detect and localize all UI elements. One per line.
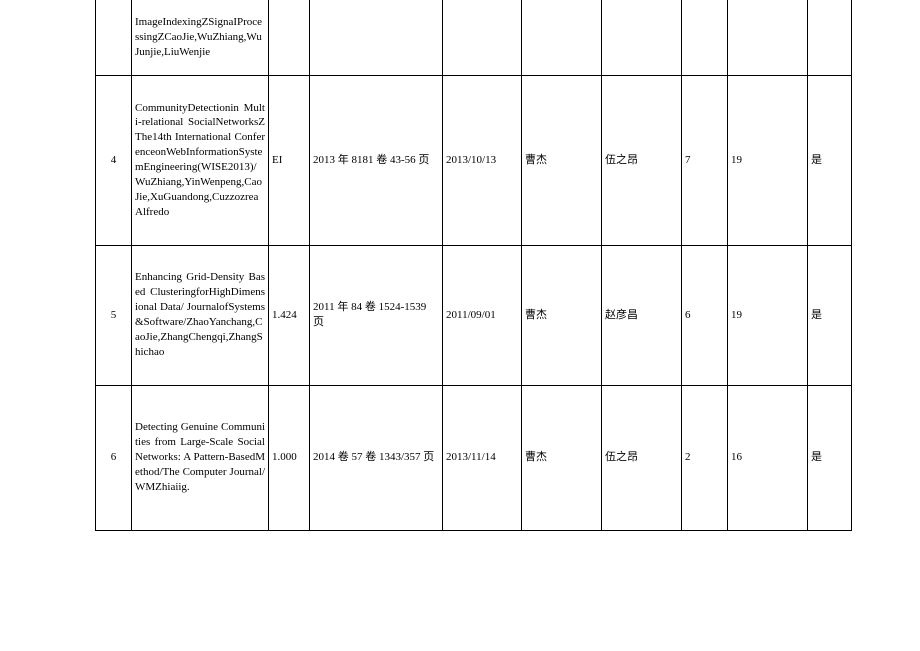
cell-date: 2013/11/14 (443, 385, 522, 530)
cell-num1 (682, 0, 728, 75)
cell-date: 2011/09/01 (443, 245, 522, 385)
cell-num1: 2 (682, 385, 728, 530)
cell-index: 6 (96, 385, 132, 530)
table-row: ImageIndexingZSignaIProcessingZCaoJie,Wu… (96, 0, 852, 75)
cell-num2: 19 (728, 245, 808, 385)
cell-title: CommunityDetectionin Multi-relational So… (132, 75, 269, 245)
page: ImageIndexingZSignaIProcessingZCaoJie,Wu… (0, 0, 920, 651)
cell-corresponding: 赵彦昌 (602, 245, 682, 385)
cell-num1: 6 (682, 245, 728, 385)
publications-table: ImageIndexingZSignaIProcessingZCaoJie,Wu… (95, 0, 852, 531)
table-body: ImageIndexingZSignaIProcessingZCaoJie,Wu… (96, 0, 852, 530)
cell-index (96, 0, 132, 75)
cell-jif: 1.000 (269, 385, 310, 530)
cell-volume: 2013 年 8181 卷 43-56 页 (310, 75, 443, 245)
cell-yesno (808, 0, 852, 75)
cell-index: 5 (96, 245, 132, 385)
cell-num2: 19 (728, 75, 808, 245)
cell-jif: 1.424 (269, 245, 310, 385)
cell-title: Detecting Genuine Communities from Large… (132, 385, 269, 530)
cell-num1: 7 (682, 75, 728, 245)
cell-num2: 16 (728, 385, 808, 530)
table-row: 5Enhancing Grid-Density Based Clustering… (96, 245, 852, 385)
cell-corresponding: 伍之昂 (602, 385, 682, 530)
cell-volume: 2011 年 84 卷 1524-1539 页 (310, 245, 443, 385)
cell-date: 2013/10/13 (443, 75, 522, 245)
cell-corresponding: 伍之昂 (602, 75, 682, 245)
cell-author: 曹杰 (522, 75, 602, 245)
cell-author: 曹杰 (522, 245, 602, 385)
cell-yesno: 是 (808, 385, 852, 530)
cell-title: Enhancing Grid-Density Based Clusteringf… (132, 245, 269, 385)
cell-author (522, 0, 602, 75)
cell-num2 (728, 0, 808, 75)
cell-jif (269, 0, 310, 75)
cell-jif: EI (269, 75, 310, 245)
table-row: 6Detecting Genuine Communities from Larg… (96, 385, 852, 530)
cell-title: ImageIndexingZSignaIProcessingZCaoJie,Wu… (132, 0, 269, 75)
cell-index: 4 (96, 75, 132, 245)
cell-volume (310, 0, 443, 75)
cell-date (443, 0, 522, 75)
cell-yesno: 是 (808, 75, 852, 245)
cell-yesno: 是 (808, 245, 852, 385)
cell-corresponding (602, 0, 682, 75)
cell-author: 曹杰 (522, 385, 602, 530)
cell-volume: 2014 卷 57 卷 1343/357 页 (310, 385, 443, 530)
table-row: 4CommunityDetectionin Multi-relational S… (96, 75, 852, 245)
